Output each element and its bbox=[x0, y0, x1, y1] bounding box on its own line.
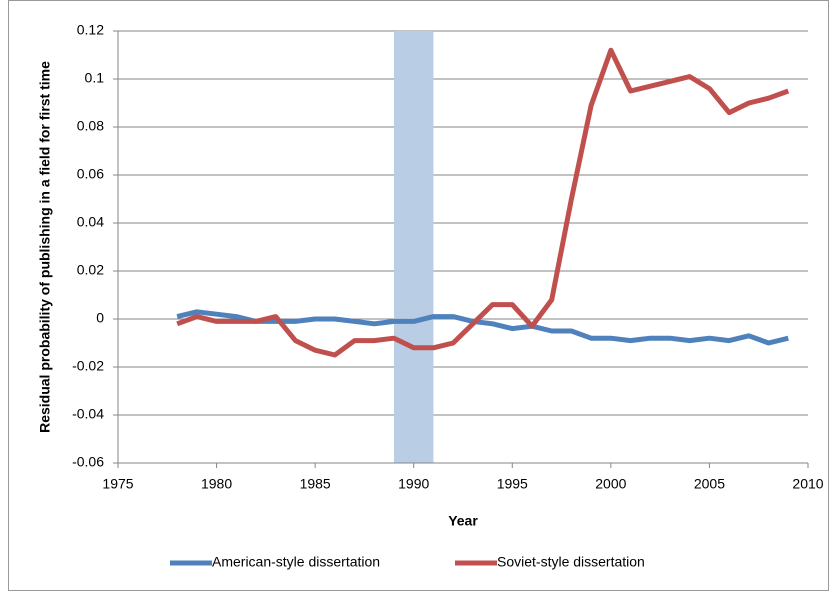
x-tick-label: 2005 bbox=[694, 476, 725, 492]
x-tick-label: 2010 bbox=[792, 476, 823, 492]
x-tick-label: 1990 bbox=[398, 476, 429, 492]
y-tick-label: 0.12 bbox=[77, 22, 104, 38]
y-tick-label: -0.04 bbox=[72, 406, 104, 422]
highlight-band bbox=[394, 31, 434, 463]
y-tick-label: 0.02 bbox=[77, 262, 104, 278]
x-tick-label: 2000 bbox=[595, 476, 626, 492]
x-tick-label: 1980 bbox=[201, 476, 232, 492]
y-tick-label: 0.08 bbox=[77, 118, 104, 134]
x-axis-label: Year bbox=[448, 513, 478, 529]
y-tick-label: -0.06 bbox=[72, 454, 104, 470]
y-tick-label: 0 bbox=[96, 310, 104, 326]
y-axis-label: Residual probability of publishing in a … bbox=[37, 61, 53, 433]
y-tick-label: -0.02 bbox=[72, 358, 104, 374]
x-tick-label: 1975 bbox=[102, 476, 133, 492]
legend-label: Soviet-style dissertation bbox=[497, 554, 645, 570]
y-tick-label: 0.04 bbox=[77, 214, 104, 230]
series-line bbox=[176, 47, 790, 358]
y-tick-label: 0.06 bbox=[77, 166, 104, 182]
y-tick-label: 0.1 bbox=[85, 70, 105, 86]
legend-label: American-style dissertation bbox=[212, 554, 380, 570]
x-tick-label: 1995 bbox=[497, 476, 528, 492]
x-tick-label: 1985 bbox=[300, 476, 331, 492]
